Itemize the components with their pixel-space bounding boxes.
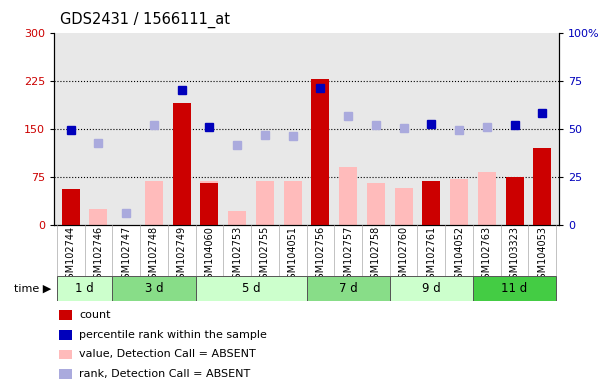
- Bar: [339, 167, 357, 225]
- Bar: [395, 187, 413, 225]
- Text: GSM102746: GSM102746: [94, 226, 103, 285]
- Text: 5 d: 5 d: [242, 283, 260, 295]
- Text: 1 d: 1 d: [75, 283, 94, 295]
- Text: GSM102755: GSM102755: [260, 226, 270, 285]
- Text: 9 d: 9 d: [422, 283, 441, 295]
- Bar: [90, 209, 108, 225]
- Text: 7 d: 7 d: [339, 283, 358, 295]
- Bar: [478, 172, 496, 225]
- Text: GSM104052: GSM104052: [454, 226, 464, 285]
- Text: GSM102761: GSM102761: [426, 226, 436, 285]
- Text: GSM104060: GSM104060: [204, 226, 215, 285]
- Bar: [505, 177, 523, 225]
- Text: GSM102760: GSM102760: [398, 226, 409, 285]
- Text: GSM104051: GSM104051: [288, 226, 297, 285]
- Text: GSM102749: GSM102749: [177, 226, 187, 285]
- Bar: [195, 276, 307, 301]
- Text: rank, Detection Call = ABSENT: rank, Detection Call = ABSENT: [79, 369, 251, 379]
- Bar: [145, 181, 163, 225]
- Bar: [450, 179, 468, 225]
- Bar: [59, 350, 72, 359]
- Bar: [311, 79, 329, 225]
- Text: GSM102756: GSM102756: [316, 226, 325, 285]
- Text: GSM102744: GSM102744: [66, 226, 76, 285]
- Bar: [533, 148, 551, 225]
- Text: GSM102758: GSM102758: [371, 226, 381, 285]
- Bar: [200, 183, 218, 225]
- Bar: [59, 310, 72, 320]
- Bar: [473, 276, 556, 301]
- Text: GSM102757: GSM102757: [343, 226, 353, 285]
- Bar: [59, 369, 72, 379]
- Bar: [423, 181, 441, 225]
- Text: count: count: [79, 310, 111, 320]
- Bar: [256, 181, 274, 225]
- Text: GSM104053: GSM104053: [537, 226, 548, 285]
- Text: GSM103323: GSM103323: [510, 226, 519, 285]
- Bar: [228, 210, 246, 225]
- Bar: [172, 183, 191, 225]
- Bar: [172, 103, 191, 225]
- Bar: [389, 276, 473, 301]
- Bar: [367, 183, 385, 225]
- Bar: [505, 177, 523, 225]
- Text: GSM102763: GSM102763: [482, 226, 492, 285]
- Text: GSM102753: GSM102753: [232, 226, 242, 285]
- Text: 3 d: 3 d: [145, 283, 163, 295]
- Text: time ▶: time ▶: [14, 284, 51, 294]
- Text: GSM102748: GSM102748: [149, 226, 159, 285]
- Bar: [284, 181, 302, 225]
- Text: 11 d: 11 d: [501, 283, 528, 295]
- Bar: [112, 276, 195, 301]
- Text: value, Detection Call = ABSENT: value, Detection Call = ABSENT: [79, 349, 256, 359]
- Text: percentile rank within the sample: percentile rank within the sample: [79, 330, 267, 340]
- Text: GDS2431 / 1566111_at: GDS2431 / 1566111_at: [60, 12, 230, 28]
- Bar: [57, 276, 112, 301]
- Bar: [59, 330, 72, 339]
- Text: GSM102747: GSM102747: [121, 226, 131, 285]
- Bar: [200, 181, 218, 225]
- Bar: [62, 189, 80, 225]
- Bar: [307, 276, 389, 301]
